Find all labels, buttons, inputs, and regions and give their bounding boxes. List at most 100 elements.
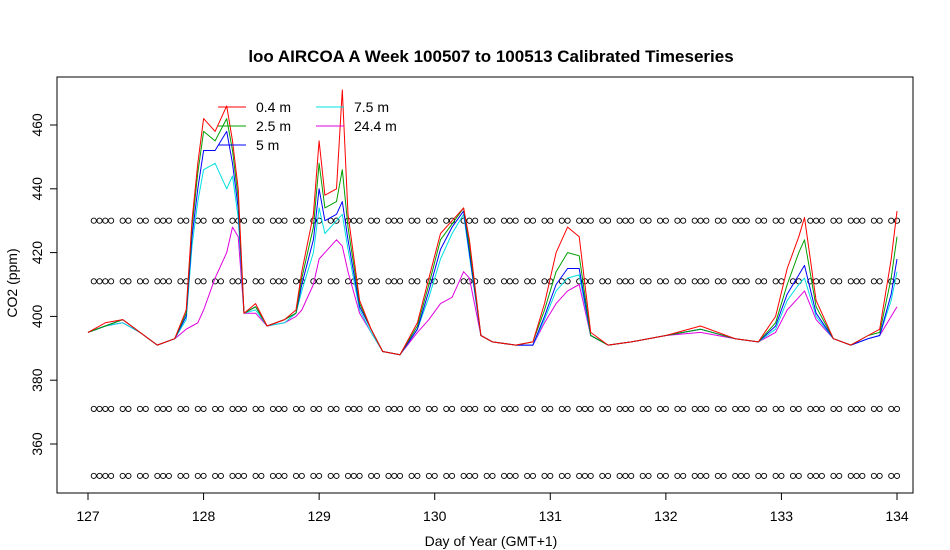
marker-point: [847, 472, 854, 479]
marker-point: [391, 472, 398, 479]
marker-point: [368, 405, 375, 412]
marker-point: [217, 217, 224, 224]
marker-point: [483, 217, 490, 224]
marker-point: [154, 217, 161, 224]
marker-point: [466, 217, 473, 224]
marker-point: [350, 217, 357, 224]
marker-point: [813, 217, 820, 224]
marker-point: [691, 217, 698, 224]
marker-point: [472, 217, 479, 224]
marker-point: [830, 278, 837, 285]
marker-point: [524, 278, 531, 285]
marker-point: [108, 278, 115, 285]
marker-point: [703, 405, 710, 412]
marker-point: [327, 405, 334, 412]
marker-point: [252, 278, 259, 285]
marker-point: [160, 278, 167, 285]
x-tick-label: 133: [770, 508, 794, 524]
marker-point: [90, 217, 97, 224]
marker-point: [460, 405, 467, 412]
marker-point: [327, 472, 334, 479]
marker-point: [310, 405, 317, 412]
marker-point: [235, 472, 242, 479]
marker-point: [136, 405, 144, 412]
marker-point: [229, 472, 236, 479]
marker-point: [385, 278, 392, 285]
y-tick-label: 400: [29, 305, 45, 329]
marker-point: [714, 278, 721, 285]
marker-point: [96, 217, 103, 224]
marker-point: [512, 278, 519, 285]
marker-point: [576, 405, 583, 412]
marker-point: [581, 217, 589, 224]
marker-point: [836, 217, 843, 224]
marker-point: [622, 217, 629, 224]
marker-point: [870, 472, 877, 479]
marker-point: [893, 472, 901, 479]
marker-point: [599, 217, 606, 224]
marker-point: [893, 278, 901, 285]
marker-point: [512, 472, 519, 479]
marker-point: [466, 405, 473, 412]
marker-point: [275, 472, 282, 479]
marker-point: [737, 405, 745, 412]
marker-point: [125, 278, 132, 285]
marker-point: [645, 472, 652, 479]
marker-point: [200, 405, 207, 412]
marker-point: [431, 405, 438, 412]
marker-point: [888, 472, 895, 479]
marker-point: [755, 217, 762, 224]
marker-point: [501, 217, 508, 224]
marker-point: [859, 405, 866, 412]
marker-point: [125, 217, 132, 224]
marker-point: [356, 472, 363, 479]
marker-point: [217, 405, 224, 412]
marker-point: [628, 217, 635, 224]
marker-point: [876, 405, 883, 412]
marker-point: [258, 278, 265, 285]
marker-point: [96, 405, 103, 412]
marker-point: [818, 405, 825, 412]
marker-point: [870, 278, 877, 285]
series-line-24-4m: [87, 226, 898, 356]
marker-point: [645, 217, 652, 224]
marker-point: [639, 472, 646, 479]
marker-point: [501, 472, 508, 479]
marker-point: [761, 472, 768, 479]
marker-point: [703, 217, 710, 224]
marker-point: [876, 278, 883, 285]
marker-point: [408, 472, 415, 479]
marker-point: [720, 472, 727, 479]
marker-point: [674, 278, 681, 285]
marker-point: [674, 472, 681, 479]
marker-point: [720, 278, 727, 285]
marker-point: [501, 405, 508, 412]
marker-point: [830, 217, 837, 224]
marker-point: [373, 217, 380, 224]
marker-point: [732, 405, 739, 412]
marker-point: [888, 217, 895, 224]
marker-point: [281, 405, 288, 412]
series-line-5m: [87, 130, 898, 356]
marker-point: [893, 405, 901, 412]
marker-point: [813, 472, 820, 479]
marker-point: [258, 405, 265, 412]
marker-point: [154, 405, 161, 412]
marker-point: [755, 405, 762, 412]
marker-point: [281, 278, 288, 285]
marker-point: [96, 278, 103, 285]
marker-point: [732, 472, 739, 479]
marker-point: [235, 278, 242, 285]
marker-point: [344, 472, 352, 479]
marker-point: [732, 278, 739, 285]
marker-point: [506, 217, 513, 224]
marker-point: [853, 278, 860, 285]
series-line-2-5m: [87, 118, 898, 356]
x-tick-label: 127: [76, 508, 100, 524]
marker-point: [142, 405, 149, 412]
marker-point: [281, 217, 288, 224]
marker-point: [853, 405, 860, 412]
marker-point: [396, 405, 404, 412]
marker-point: [165, 405, 172, 412]
marker-point: [333, 405, 340, 412]
